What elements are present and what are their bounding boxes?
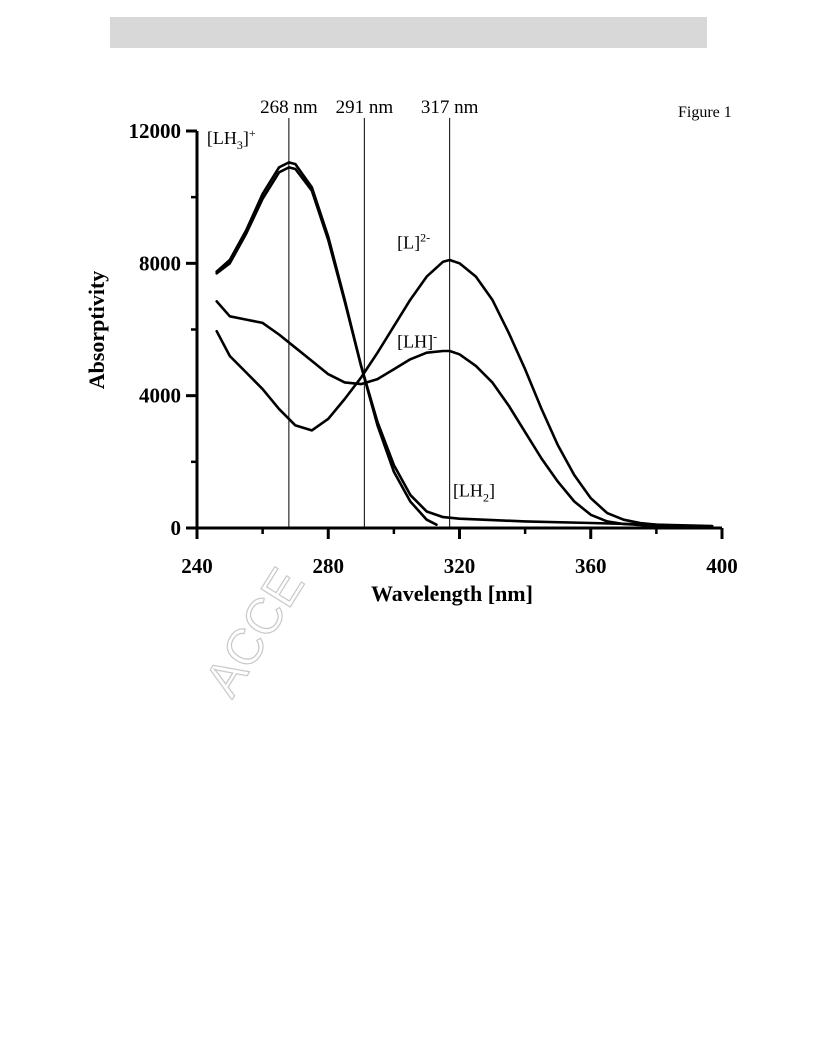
reference-lines: 268 nm 291 nm 317 nm [260,97,479,528]
y-tick-label: 4000 [139,384,181,408]
y-tick-label: 0 [171,516,182,540]
figure-label: Figure 1 [678,104,732,121]
reference-line-label: 268 nm [260,97,318,118]
series-label: [LH]- [397,330,437,352]
y-tick-label: 12000 [129,119,182,143]
series-label: [L]2- [397,230,430,252]
watermark-text: ACCE [194,558,315,700]
x-tick-label: 240 [181,554,213,578]
series-line [215,300,714,529]
y-axis-title: Absorptivity [84,271,109,390]
reference-line-label: 317 nm [421,97,479,118]
series-label: [LH2] [453,481,495,505]
watermark: ACCE [193,558,315,700]
axes: 0 4000 8000 12000 240 280 320 360 400 [129,119,738,578]
header-bar [110,17,707,48]
series-line [215,258,714,528]
y-tick-label: 8000 [139,251,181,275]
absorptivity-chart: ACCE 268 nm 291 nm 317 nm 0 4000 8000 12000 24… [84,97,738,700]
series-line [215,166,714,528]
series-lines [215,161,714,529]
series-label: [LH3]+ [207,126,256,152]
x-tick-label: 360 [575,554,607,578]
x-tick-label: 320 [444,554,476,578]
x-axis-title: Wavelength [nm] [371,581,533,606]
series-labels: [LH3]+ [LH2] [L]2- [LH]- [207,126,495,504]
reference-line-label: 291 nm [336,97,394,118]
x-tick-label: 400 [706,554,738,578]
x-tick-label: 280 [313,554,345,578]
